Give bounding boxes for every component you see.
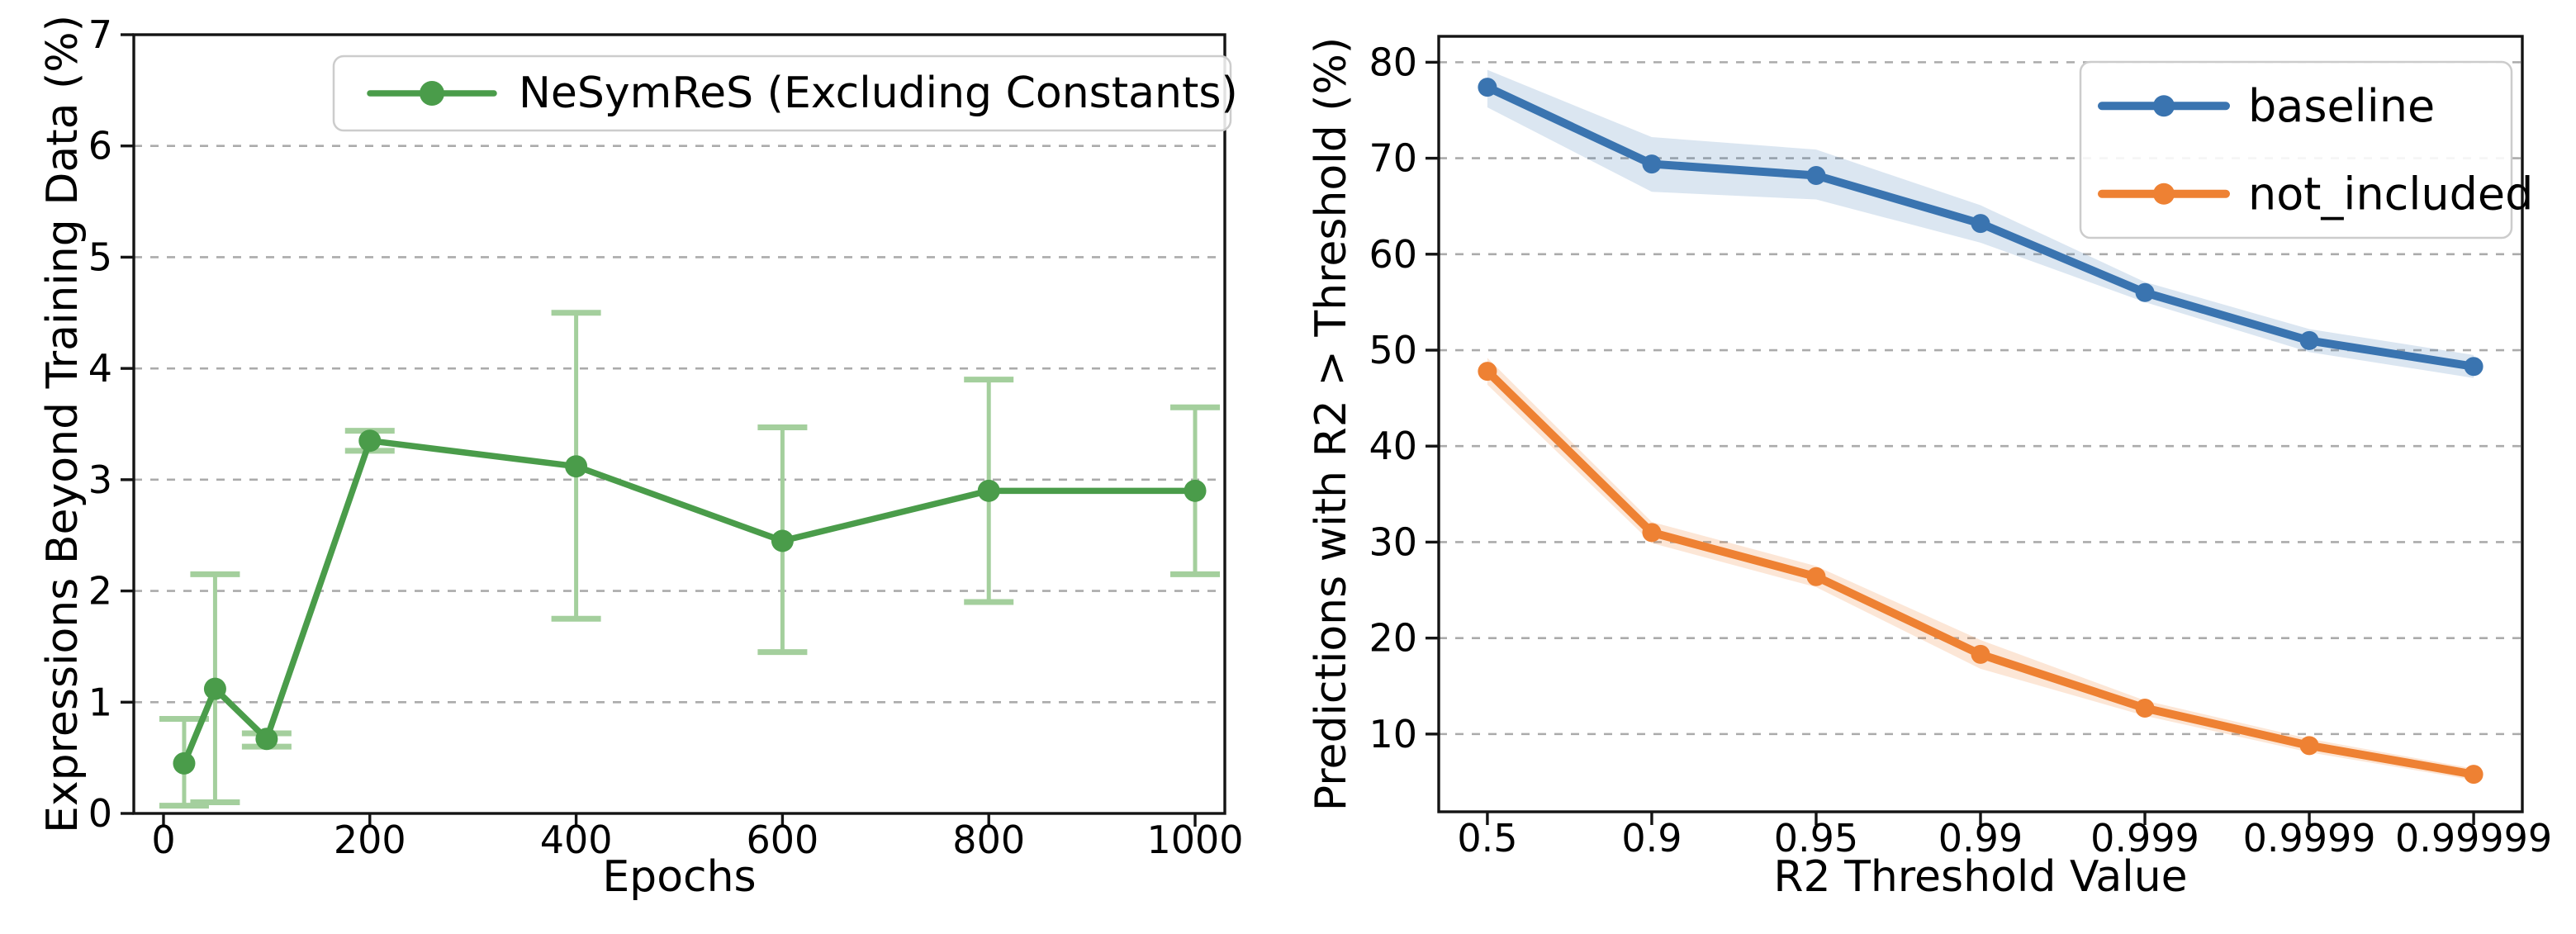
y-tick-label: 7	[88, 12, 112, 57]
data-point-marker	[255, 728, 278, 751]
y-axis-label: Predictions with R2 > Threshold (%)	[1307, 37, 1356, 811]
x-axis-label: Epochs	[602, 852, 756, 902]
x-tick-label: 1000	[1146, 818, 1243, 862]
legend-sample-marker	[2153, 95, 2175, 117]
legend-sample-marker	[2153, 183, 2175, 205]
data-point-marker	[1806, 166, 1826, 186]
x-tick-label: 0	[151, 818, 175, 862]
y-tick-label: 40	[1369, 424, 1417, 468]
x-tick-label: 800	[952, 818, 1025, 862]
x-tick-label: 0.9999	[2243, 816, 2376, 861]
axes-spines	[132, 33, 1226, 815]
data-point-marker	[2299, 736, 2319, 756]
y-tick-label: 70	[1369, 136, 1417, 181]
data-point-marker	[1642, 523, 1662, 543]
data-point-marker	[1971, 214, 1990, 234]
y-axis-label: Expressions Beyond Training Data (%)	[38, 15, 88, 833]
y-tick-label: 0	[88, 791, 112, 836]
data-point-marker	[2464, 765, 2483, 785]
y-tick-label: 30	[1369, 519, 1417, 564]
y-tick-label: 5	[88, 235, 112, 279]
x-tick-label: 200	[334, 818, 406, 862]
legend: baseline not_included	[2079, 60, 2533, 239]
y-tick-label: 2	[88, 569, 112, 614]
legend-sample-marker	[420, 81, 444, 106]
x-tick-label: 0.9	[1621, 816, 1682, 861]
series-line-NeSymReS (Excluding Constants)	[181, 437, 1198, 767]
x-tick-label: 0.5	[1457, 816, 1517, 861]
legend-entry-label: not_included	[2248, 168, 2533, 220]
x-tick-label: 0.99999	[2395, 816, 2552, 861]
y-tick-label: 6	[88, 124, 112, 168]
data-point-marker	[2299, 330, 2319, 350]
y-tick-label: 4	[88, 346, 112, 391]
x-tick-label: 600	[746, 818, 818, 862]
predictions-above-r2-threshold-chart: 0.5 0.9 0.95 0.99 0.999 0.9999 0.99999 10 20 30 40…	[1307, 35, 2552, 902]
y-tick-label: 3	[88, 458, 112, 502]
legend-entry-label: baseline	[2248, 80, 2435, 132]
legend-frame	[332, 55, 1232, 132]
y-tick-label: 60	[1369, 232, 1417, 277]
x-tick-label: 0.999	[2090, 816, 2199, 861]
y-tick-label: 50	[1369, 328, 1417, 372]
data-point-marker	[565, 455, 588, 478]
x-axis-label: R2 Threshold Value	[1773, 852, 2187, 902]
data-point-marker	[2135, 282, 2155, 302]
data-point-marker	[1184, 479, 1207, 502]
data-point-marker	[977, 479, 1000, 502]
y-tick-label: 1	[88, 680, 112, 724]
x-tick-label: 400	[540, 818, 613, 862]
x-tick-label: 0.95	[1774, 816, 1858, 861]
data-point-marker	[358, 429, 382, 453]
data-point-marker	[1642, 154, 1662, 174]
series-line-not_included	[1483, 367, 2479, 779]
y-tick-label: 20	[1369, 616, 1417, 661]
data-point-marker	[203, 677, 226, 700]
expressions-beyond-training-data-chart: 0 200 400 600 800 1000 0 1 2 3 4 5 6 7 Epochs Expressio…	[38, 12, 1244, 902]
data-point-marker	[1478, 362, 1497, 382]
legend: NeSymReS (Excluding Constants)	[332, 55, 1238, 132]
y-tick-label: 10	[1369, 712, 1417, 756]
y-tick-label: 80	[1369, 40, 1417, 84]
data-point-marker	[173, 751, 196, 775]
data-point-marker	[1478, 78, 1497, 97]
data-point-marker	[771, 529, 794, 552]
confidence-band	[1487, 358, 2474, 780]
legend-entry-label: NeSymReS (Excluding Constants)	[519, 69, 1238, 118]
data-point-marker	[1971, 644, 1990, 664]
data-point-marker	[2464, 357, 2483, 377]
data-point-marker	[1806, 567, 1826, 586]
x-tick-label: 0.99	[1938, 816, 2023, 861]
data-point-marker	[2135, 698, 2155, 718]
